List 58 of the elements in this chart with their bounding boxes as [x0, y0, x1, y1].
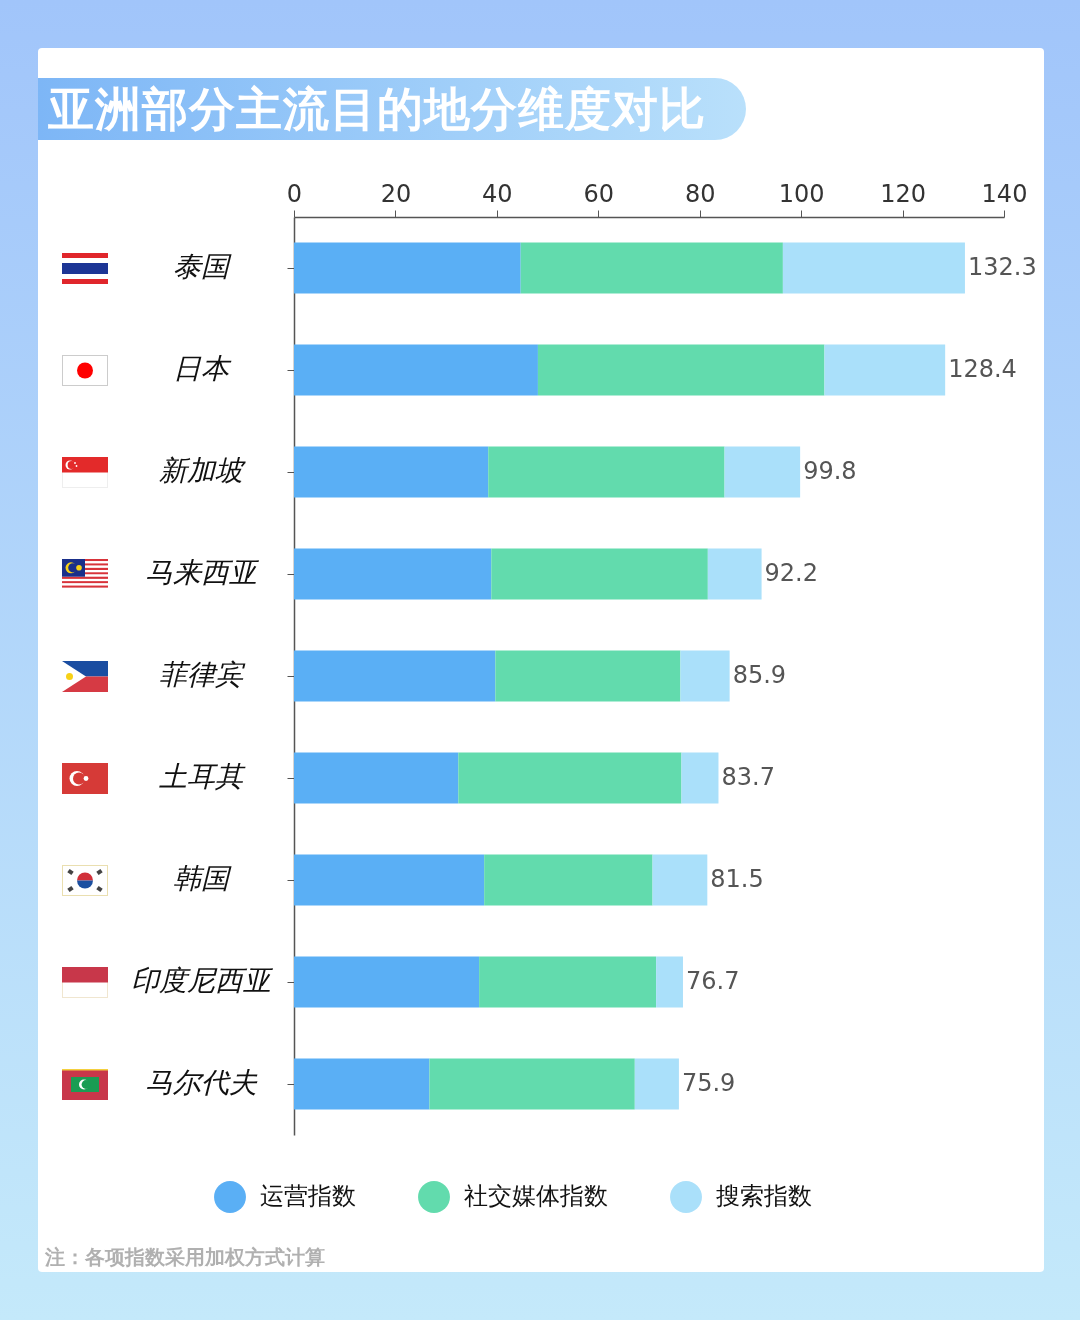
x-tick-label: 60 [583, 179, 615, 208]
x-tick-label: 140 [981, 179, 1028, 208]
bar [294, 650, 496, 702]
y-tick-label: 菲律宾 [158, 658, 246, 691]
bar [484, 854, 653, 906]
y-tick-label: 印度尼西亚 [130, 964, 274, 997]
y-tick-label: 韩国 [172, 862, 232, 895]
bar [724, 446, 801, 498]
y-tick-label: 马来西亚 [144, 556, 260, 589]
y-tick-label: 新加坡 [158, 454, 246, 487]
total-label: 128.4 [948, 355, 1017, 383]
bar [707, 548, 762, 600]
bar [656, 956, 683, 1008]
y-tick-label: 马尔代夫 [144, 1066, 258, 1099]
x-tick-label: 20 [380, 179, 412, 208]
bar [520, 242, 783, 294]
bar [782, 242, 965, 294]
legend-label: 搜索指数 [716, 1182, 812, 1211]
total-label: 99.8 [803, 457, 857, 485]
x-tick-label: 120 [880, 179, 926, 208]
chart-title: 亚洲部分主流目的地分维度对比 [38, 78, 746, 140]
bar [429, 1058, 635, 1110]
bar [495, 650, 681, 702]
bar [294, 1058, 430, 1110]
bar [479, 956, 657, 1008]
bar [294, 956, 480, 1008]
bar [824, 344, 946, 396]
bar [294, 446, 489, 498]
total-label: 132.3 [967, 253, 1037, 281]
bar [294, 752, 459, 804]
legend-label: 社交媒体指数 [464, 1182, 608, 1211]
bar [681, 752, 719, 804]
bar [652, 854, 708, 906]
y-tick-label: 土耳其 [158, 760, 246, 793]
total-label: 92.2 [764, 559, 819, 587]
bar [458, 752, 682, 804]
y-tick-label: 泰国 [172, 250, 232, 283]
x-tick-label: 0 [286, 179, 303, 208]
y-tick-label: 日本 [172, 352, 232, 385]
total-label: 83.7 [721, 763, 775, 791]
bar [488, 446, 725, 498]
total-label: 85.9 [732, 661, 787, 689]
total-label: 81.5 [710, 865, 764, 893]
bar [634, 1058, 679, 1110]
x-tick-label: 100 [778, 179, 825, 208]
total-label: 75.9 [681, 1069, 736, 1097]
bar [294, 854, 485, 906]
x-tick-label: 80 [684, 179, 716, 208]
bar [294, 548, 492, 600]
text: 注：各项指数采用加权方式计算 [45, 1244, 325, 1271]
bar [294, 344, 538, 396]
bar [680, 650, 730, 702]
total-label: 76.7 [685, 967, 740, 995]
bar [294, 242, 521, 294]
x-tick-label: 40 [482, 179, 513, 208]
legend-label: 运营指数 [260, 1182, 356, 1211]
bar [537, 344, 825, 396]
bar [491, 548, 708, 600]
